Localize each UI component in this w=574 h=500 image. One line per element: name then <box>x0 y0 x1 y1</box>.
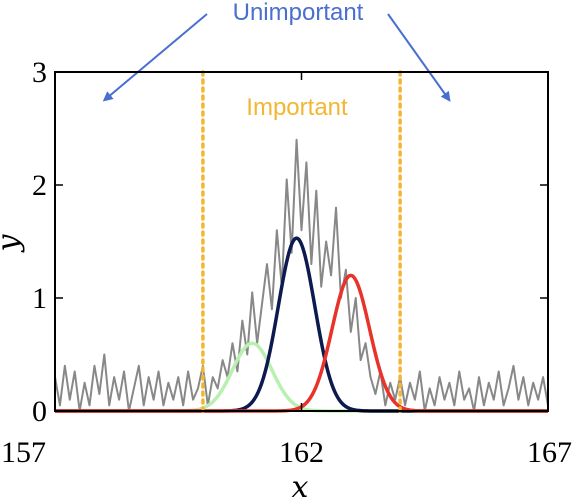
plot-area <box>54 70 549 413</box>
annotation-important: Important <box>246 94 348 121</box>
x-tick-label-2: 167 <box>527 436 572 469</box>
tick-group: 157 162 167 0 1 2 3 <box>1 56 572 469</box>
series-line-1 <box>54 341 549 413</box>
y-tick-label-3: 3 <box>32 56 47 89</box>
arrow-1 <box>387 13 451 102</box>
x-tick-label-1: 162 <box>279 436 324 469</box>
series-line-0 <box>54 138 549 412</box>
series-line-3 <box>54 273 549 413</box>
y-axis-label: y <box>0 233 26 253</box>
vline-group <box>201 70 402 413</box>
x-tick-label-0: 157 <box>1 436 46 469</box>
arrow-0 <box>102 13 208 102</box>
annotation-unimportant: Unimportant <box>233 0 364 26</box>
y-tick-label-1: 1 <box>32 282 47 315</box>
y-tick-label-2: 2 <box>32 169 47 202</box>
series-line-2 <box>54 236 549 413</box>
y-tick-label-0: 0 <box>32 395 47 428</box>
x-axis-label: x <box>292 470 309 500</box>
arrow-group <box>102 13 451 102</box>
series-group <box>54 138 549 413</box>
